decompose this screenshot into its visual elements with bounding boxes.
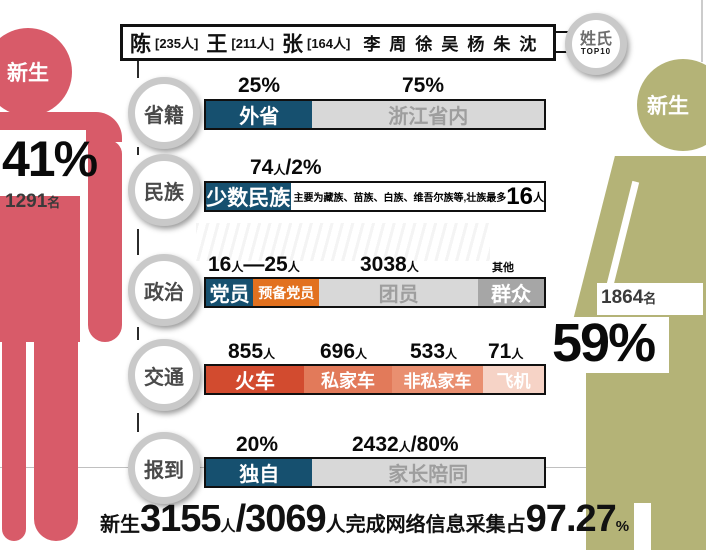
summary-collected-count: 3069 [245,498,327,540]
transport-label-non-private: 533人 [410,340,458,363]
province-bar: 外省 浙江省内 [204,99,546,130]
category-circle-political: 政治 [128,254,200,326]
summary-line: 新生 3155 人 / 3069 人完成网络信息采集占 97.27 % [100,500,629,538]
male-stat-backdrop [0,130,86,196]
surname-category-circle: 姓氏 TOP10 [565,13,627,75]
vertical-guide-line [701,0,703,62]
summary-prefix: 新生 [100,514,140,536]
political-seg-probationary: 预备党员 [253,279,320,306]
female-percent-backdrop [551,317,669,373]
surname-top10-box: 陈 [235人] 王 [211人] 张 [164人] 李 周 徐 吴 杨 朱 沈 [120,24,556,61]
male-percent: 41% [2,131,98,187]
province-seg-zhejiang: 浙江省内 [312,101,544,128]
ethnicity-note: 主要为藏族、苗族、白族、维吾尔族等,壮族最多 16 人 [290,183,544,210]
political-label-members: 16人—25人 [208,253,300,276]
transport-seg-non-private: 非私家车 [391,366,484,393]
female-count-backdrop [597,283,703,315]
tick-connector-1 [137,60,139,78]
male-figure-right-leg [34,342,78,541]
ethnicity-label: 74人/2% [250,156,322,179]
surname-4: 李 [363,35,381,54]
province-label-left: 25% [238,74,281,97]
summary-unit-1: 人 [220,518,236,535]
surname-3: 张 [282,32,303,56]
female-leg-gap [634,503,651,550]
surname-2-count: [211人] [231,36,274,51]
tick-connector-4 [137,327,139,340]
political-label-league: 3038人 [360,253,419,276]
surname-7: 吴 [441,35,459,54]
province-seg-outer: 外省 [206,101,313,128]
surname-connector-bottom [553,51,569,53]
registration-label-alone: 20% [236,433,279,456]
transport-seg-plane: 飞机 [483,366,544,393]
transport-label-plane: 71人 [488,340,524,363]
female-newstudent-badge: 新生 [647,95,689,118]
tick-connector-2 [137,147,139,155]
summary-middle-text: 人完成网络信息采集占 [325,514,526,536]
female-figure-head [637,59,706,151]
category-circle-ethnicity: 民族 [128,154,200,226]
transport-label-private-car: 696人 [320,340,368,363]
category-circle-transport: 交通 [128,339,200,411]
surname-2: 王 [206,32,228,56]
political-bar: 党员 预备党员 团员 群众 [204,277,546,308]
registration-seg-parents: 家长陪同 [312,459,544,486]
summary-percent: 97.27 [525,498,617,540]
surname-connector-top [553,31,569,33]
political-seg-party: 党员 [206,279,254,306]
male-newstudent-badge: 新生 [7,62,49,85]
male-figure-left-leg [2,342,26,541]
registration-label-accompanied: 2432人/80% [352,433,459,456]
female-count: 1864名 [601,287,657,308]
surname-1: 陈 [130,32,151,56]
surname-1-count: [235人] [155,36,199,51]
male-figure-arm [88,140,122,342]
watermark [196,223,490,261]
political-seg-masses: 群众 [478,279,544,306]
surname-5: 周 [389,35,407,54]
transport-bar: 火车 私家车 非私家车 飞机 [204,364,546,395]
surname-3-count: [164人] [307,36,351,51]
surname-6: 徐 [415,35,433,54]
summary-percent-sign: % [615,518,630,535]
female-percent: 59% [552,313,656,373]
category-circle-province: 省籍 [128,77,200,149]
summary-total-students: 3155 [140,498,222,540]
category-circle-registration: 报到 [128,432,200,504]
transport-seg-private-car: 私家车 [304,366,392,393]
surname-10: 沈 [519,35,537,54]
male-count: 1291名 [5,191,61,212]
transport-seg-train: 火车 [206,366,305,393]
tick-connector-5 [137,413,139,432]
summary-slash: / [235,498,247,540]
surname-8: 杨 [467,35,485,54]
tick-connector-3 [137,229,139,255]
political-seg-league: 团员 [319,279,479,306]
transport-label-train: 855人 [228,340,276,363]
ethnicity-seg-minority: 少数民族 [206,183,291,210]
province-label-right: 75% [402,74,445,97]
ethnicity-bar: 少数民族 主要为藏族、苗族、白族、维吾尔族等,壮族最多 16 人 [204,181,546,212]
registration-bar: 独自 家长陪同 [204,457,546,488]
surname-circle-label: 姓氏 [579,31,612,48]
surname-9: 朱 [493,35,511,54]
registration-seg-alone: 独自 [206,459,313,486]
male-figure-head [0,28,72,116]
surname-circle-sublabel: TOP10 [580,47,612,56]
political-label-other: 其他 [492,262,514,274]
